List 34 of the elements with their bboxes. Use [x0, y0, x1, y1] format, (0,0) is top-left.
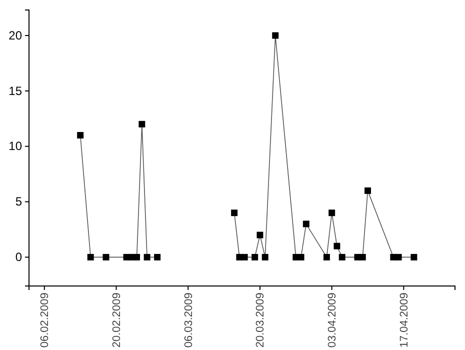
point [395, 254, 402, 260]
point [364, 187, 371, 194]
y-tick-label: 20 [8, 28, 22, 42]
point [256, 232, 264, 238]
x-tick-label: 06.02.2009 [39, 292, 52, 348]
point [334, 242, 340, 250]
point [410, 254, 418, 260]
point [252, 254, 258, 260]
point [241, 254, 248, 260]
x-tick-label: 20.03.2009 [254, 292, 267, 348]
point [359, 254, 366, 260]
point [298, 254, 304, 260]
x-tick-label: 20.02.2009 [110, 292, 123, 348]
point [144, 254, 150, 260]
point [323, 254, 330, 260]
y-tick-label: 5 [15, 194, 22, 209]
point [102, 254, 110, 260]
point [154, 254, 161, 260]
y-tick-label: 10 [8, 139, 22, 154]
point [262, 254, 268, 260]
point [338, 254, 346, 260]
y-tick-label: 15 [8, 84, 22, 98]
x-tick-label: 06.03.2009 [182, 292, 195, 348]
x-tick-label: 03.04.2009 [326, 292, 339, 348]
y-tick-label: 0 [15, 250, 22, 264]
point [134, 254, 140, 260]
x-tick-label: 17.04.2009 [398, 292, 410, 348]
point [302, 220, 310, 228]
point [328, 210, 336, 216]
point [87, 254, 94, 260]
point [138, 120, 146, 128]
point [272, 32, 279, 39]
point [231, 210, 238, 216]
point [77, 132, 84, 138]
